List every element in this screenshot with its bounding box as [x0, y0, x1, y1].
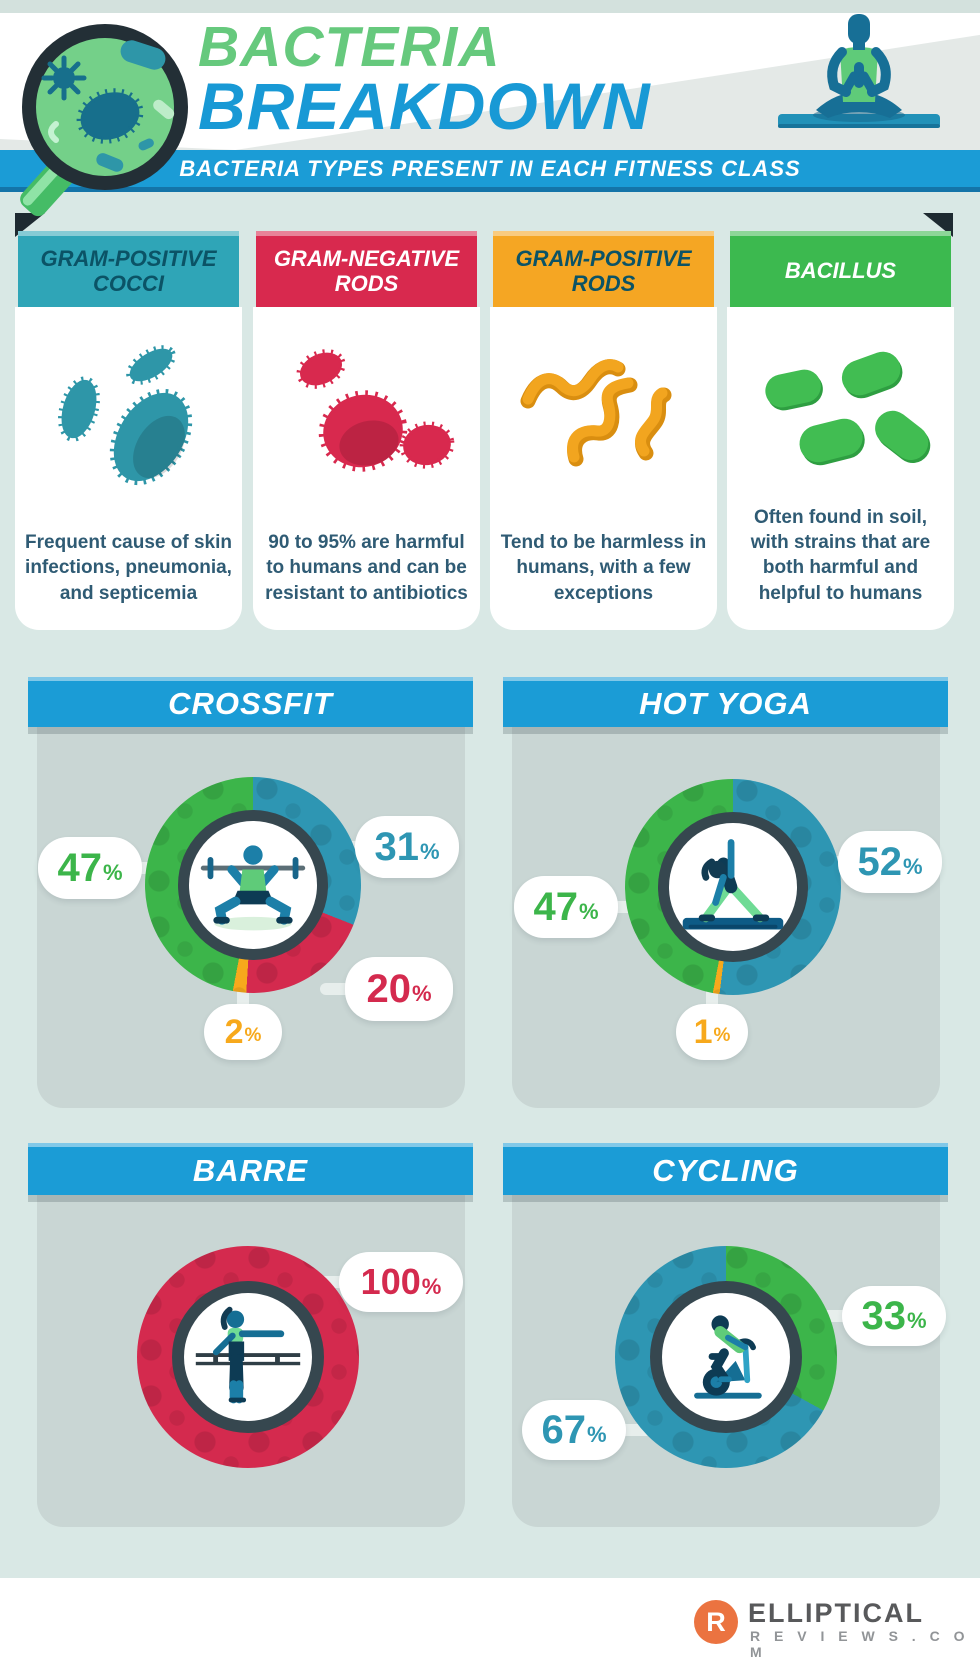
subtitle-text: BACTERIA TYPES PRESENT IN EACH FITNESS C…: [179, 155, 801, 181]
brand-domain: R E V I E W S . C O M: [750, 1628, 970, 1660]
barre-dancer-icon: [195, 1306, 301, 1404]
barre-donut-chart: [137, 1246, 359, 1468]
footer: R ELLIPTICAL R E V I E W S . C O M: [0, 1578, 980, 1679]
hot-yoga-header: HOT YOGA: [503, 677, 948, 727]
card-header: GRAM-NEGATIVE RODS: [256, 231, 477, 307]
page-title: BACTERIA BREAKDOWN: [198, 15, 651, 143]
crossfit-header: CROSSFIT: [28, 677, 473, 727]
crossfit-label-gram-negative-rods: 20%: [345, 957, 453, 1021]
card-body: Often found in soil, with strains that a…: [727, 307, 954, 630]
hot-yoga-chart-panel: 47% 52% 1%: [512, 727, 942, 1108]
card-header: GRAM-POSITIVE COCCI: [18, 231, 239, 307]
card-description: 90 to 95% are harmful to humans and can …: [265, 532, 468, 604]
cycling-label-bacillus: 33%: [842, 1286, 946, 1346]
hot-yoga-label-bacillus: 47%: [514, 876, 618, 938]
hot-yoga-donut-chart: [625, 779, 841, 995]
card-description: Frequent cause of skin infections, pneum…: [25, 532, 232, 604]
crossfit-label-gram-positive-cocci: 31%: [355, 816, 459, 878]
magnifier-bacteria-icon: [20, 24, 188, 217]
barre-chart-panel: 100%: [37, 1195, 465, 1527]
weightlifter-icon: [200, 845, 306, 931]
crossfit-chart-panel: 47% 31% 20% 2%: [37, 727, 465, 1108]
card-header: BACILLUS: [730, 231, 951, 307]
card-header: GRAM-POSITIVE RODS: [493, 231, 714, 307]
teal-cocci-icon: [57, 345, 192, 486]
title-line1: BACTERIA: [198, 15, 501, 79]
crossfit-label-gram-positive-rods: 2%: [204, 1004, 282, 1060]
card-description: Tend to be harmless in humans, with a fe…: [500, 532, 707, 604]
green-bacillus-icon: [764, 351, 930, 466]
yoga-pose-icon: [682, 839, 784, 930]
crossfit-label-bacillus: 47%: [38, 837, 142, 899]
title-line2: BREAKDOWN: [198, 68, 651, 143]
spin-bike-icon: [694, 1315, 762, 1399]
barre-label-gram-negative-rods: 100%: [339, 1252, 463, 1312]
meditating-person-icon: [778, 14, 940, 128]
orange-rods-icon: [520, 359, 671, 467]
barre-header: BARRE: [28, 1143, 473, 1195]
hot-yoga-label-gram-positive-rods: 1%: [676, 1004, 748, 1060]
red-rods-icon: [295, 349, 454, 472]
card-body: 90 to 95% are harmful to humans and can …: [253, 307, 480, 630]
card-body: Frequent cause of skin infections, pneum…: [15, 307, 242, 630]
card-body: Tend to be harmless in humans, with a fe…: [490, 307, 717, 630]
crossfit-donut-chart: [145, 777, 361, 993]
cycling-chart-panel: 33% 67%: [512, 1195, 946, 1527]
top-strip: [0, 0, 980, 13]
cycling-label-gram-positive-cocci: 67%: [522, 1400, 626, 1460]
card-description: Often found in soil, with strains that a…: [750, 506, 931, 604]
brand-name: ELLIPTICAL: [748, 1598, 924, 1628]
cycling-header: CYCLING: [503, 1143, 948, 1195]
cycling-donut-chart: [615, 1246, 837, 1468]
elliptical-reviews-logo: R: [694, 1600, 738, 1644]
hot-yoga-label-gram-positive-cocci: 52%: [838, 831, 942, 893]
